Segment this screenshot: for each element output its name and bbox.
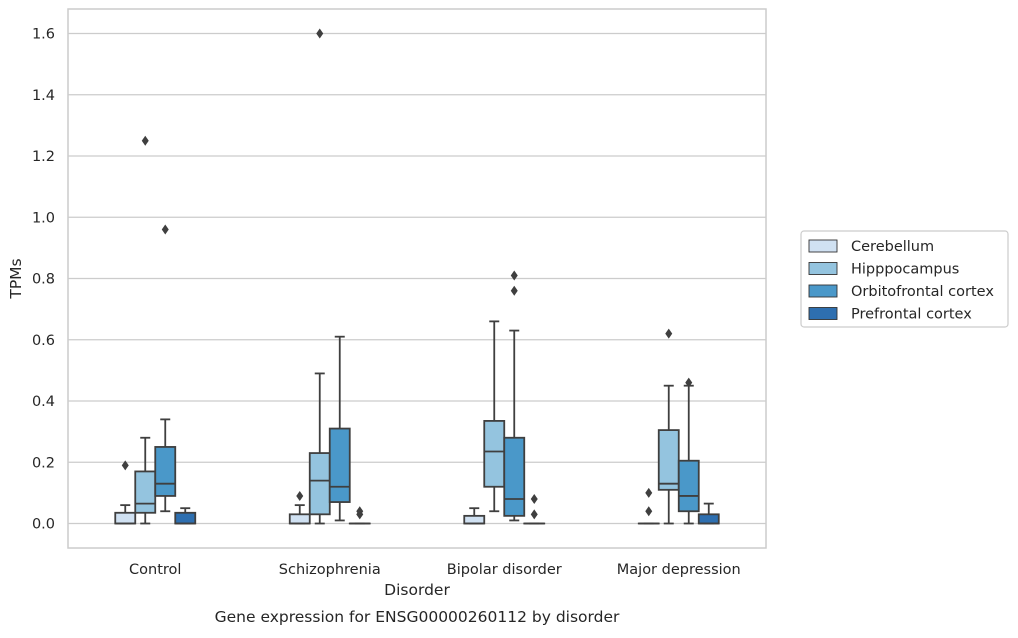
y-tick-label: 0.6 bbox=[32, 333, 55, 349]
outlier-point bbox=[296, 491, 303, 501]
x-tick-label: Control bbox=[129, 562, 181, 578]
box bbox=[330, 337, 350, 521]
x-tick-label: Schizophrenia bbox=[279, 562, 381, 578]
box-body bbox=[290, 514, 310, 523]
box-body bbox=[679, 461, 699, 512]
box-body bbox=[699, 514, 719, 523]
box-body bbox=[659, 430, 679, 490]
y-tick-label: 0.8 bbox=[32, 272, 55, 288]
legend-swatch bbox=[809, 308, 837, 320]
y-tick-label: 0.2 bbox=[32, 455, 55, 471]
outlier-point bbox=[162, 225, 169, 235]
box-body bbox=[330, 429, 350, 503]
legend-label: Prefrontal cortex bbox=[851, 307, 972, 323]
outlier-point bbox=[645, 506, 652, 516]
outlier-point bbox=[142, 136, 149, 146]
legend-swatch bbox=[809, 285, 837, 297]
legend-label: Cerebellum bbox=[851, 239, 934, 255]
outlier-point bbox=[665, 329, 672, 339]
box-body bbox=[484, 421, 504, 487]
outlier-point bbox=[511, 286, 518, 296]
series-cerebellum bbox=[115, 460, 659, 523]
box-body bbox=[504, 438, 524, 516]
y-tick-labels: 0.0 0.2 0.4 0.6 0.8 1.0 1.2 1.4 1.6 bbox=[32, 27, 55, 533]
y-tick-label: 1.0 bbox=[32, 210, 55, 226]
y-tick-label: 1.6 bbox=[32, 27, 55, 43]
x-tick-labels: Control Schizophrenia Bipolar disorder Majo… bbox=[129, 562, 741, 578]
box bbox=[679, 378, 699, 524]
legend-label: Hipppocampus bbox=[851, 262, 959, 278]
y-tick-label: 0.0 bbox=[32, 517, 55, 533]
box bbox=[290, 491, 310, 524]
box-body bbox=[135, 471, 155, 512]
outlier-point bbox=[316, 29, 323, 39]
legend-label: Orbitofrontal cortex bbox=[851, 284, 994, 300]
box bbox=[524, 494, 544, 524]
box-body bbox=[310, 453, 330, 514]
box bbox=[504, 270, 524, 520]
legend-swatch bbox=[809, 240, 837, 252]
box bbox=[659, 329, 679, 524]
x-tick-label: Bipolar disorder bbox=[447, 562, 562, 578]
box bbox=[155, 225, 175, 512]
box bbox=[175, 508, 195, 523]
box bbox=[135, 136, 155, 524]
y-tick-label: 0.4 bbox=[32, 394, 55, 410]
y-tick-label: 1.4 bbox=[32, 88, 55, 104]
series-prefrontal-cortex bbox=[175, 494, 719, 524]
y-tick-label: 1.2 bbox=[32, 149, 55, 165]
chart-caption: Gene expression for ENSG00000260112 by d… bbox=[215, 608, 620, 626]
outlier-point bbox=[531, 509, 538, 519]
box bbox=[350, 506, 370, 523]
box bbox=[115, 460, 135, 523]
outlier-point bbox=[645, 488, 652, 498]
legend-swatch bbox=[809, 263, 837, 275]
box-body bbox=[155, 447, 175, 496]
box-groups bbox=[115, 29, 719, 524]
box bbox=[310, 29, 330, 524]
y-axis-label: TPMs bbox=[7, 258, 25, 299]
outlier-point bbox=[531, 494, 538, 504]
series-orbitofrontal-cortex bbox=[155, 225, 699, 524]
box-body bbox=[175, 513, 195, 524]
box bbox=[699, 504, 719, 524]
box bbox=[464, 508, 484, 523]
x-tick-label: Major depression bbox=[617, 562, 741, 578]
box-body bbox=[464, 516, 484, 524]
box bbox=[639, 488, 659, 524]
box bbox=[484, 321, 504, 511]
x-axis-label: Disorder bbox=[384, 581, 450, 599]
box-body bbox=[115, 513, 135, 524]
series-hipppocampus bbox=[135, 29, 679, 524]
legend: Cerebellum Hipppocampus Orbitofrontal cort… bbox=[801, 231, 1008, 327]
